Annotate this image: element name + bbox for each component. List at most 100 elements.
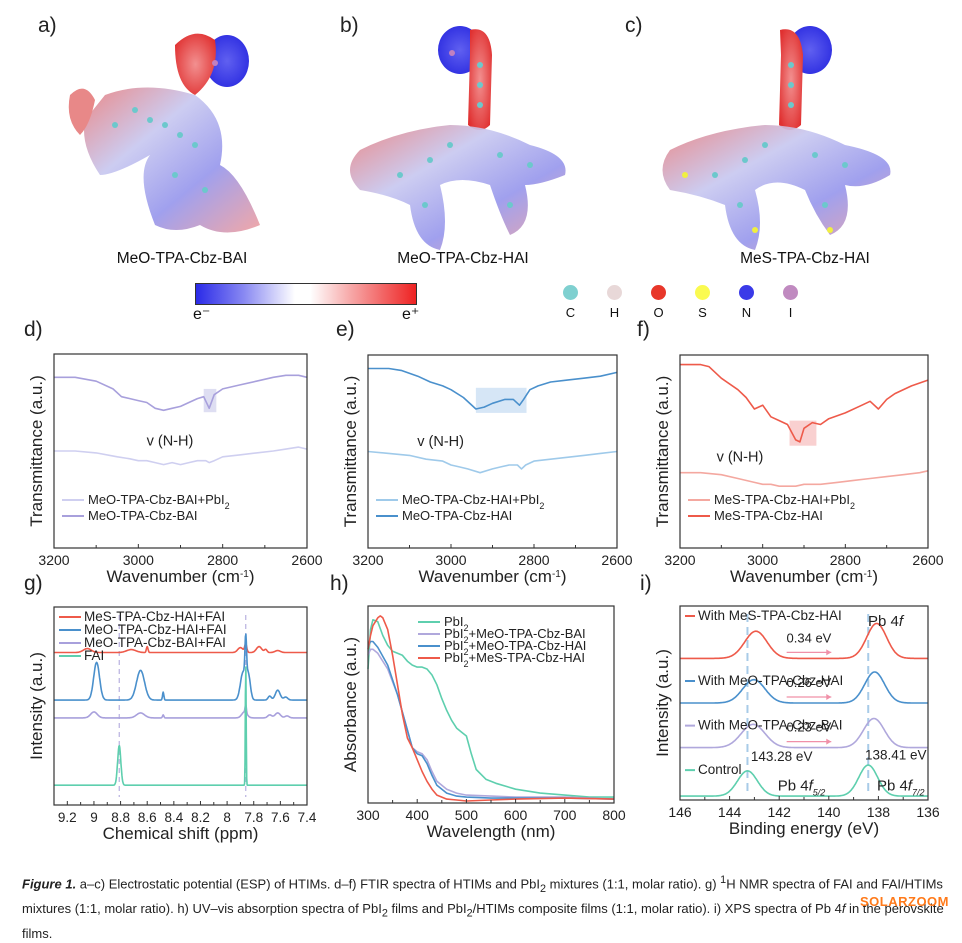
- series-line-h-2: [367, 640, 615, 800]
- shift-arrowhead: [826, 738, 832, 745]
- peak-label: Pb 4f7/2: [877, 777, 925, 797]
- x-tick-label: 9.2: [58, 810, 77, 825]
- molecule-name-a: MeO-TPA-Cbz-BAI: [116, 250, 248, 267]
- x-tick-label: 2600: [912, 552, 943, 568]
- legend-entry: MeO-TPA-Cbz-BAI+FAI: [84, 635, 226, 650]
- x-tick-label: 8.6: [138, 810, 157, 825]
- x-tick-label: 400: [406, 807, 430, 823]
- x-tick-label: 8.4: [164, 810, 183, 825]
- series-line-g-3: [53, 666, 308, 786]
- watermark: SOLARZOOM: [860, 894, 949, 909]
- x-tick-label: 2800: [207, 552, 238, 568]
- caption-text: a–c) Electrostatic potential (ESP) of HT…: [76, 876, 541, 892]
- panel-label-f: f): [637, 318, 650, 341]
- peak-annotation: v (N-H): [717, 450, 764, 466]
- chart-e: e) 3200 3000 2800 2600 Wavenumber (cm-1) Trans…: [336, 318, 633, 586]
- y-axis-label: Intensity (a.u.): [653, 649, 672, 757]
- caption-text: H NMR spectra of FAI and FAI/HTIMs mixtu…: [22, 876, 943, 916]
- x-axis-label: Wavenumber (cm-1): [730, 567, 878, 586]
- legend-entry: MeO-TPA-Cbz-BAI+PbI2: [88, 492, 230, 511]
- y-axis-label: Absorbance (a.u.): [341, 637, 360, 772]
- x-tick-label: 3000: [747, 552, 778, 568]
- x-tick-label: 7.6: [271, 810, 290, 825]
- x-tick-label: 300: [356, 807, 380, 823]
- legend-entry: With MeS-TPA-Cbz-HAI: [698, 608, 842, 623]
- x-tick-label: 7.4: [298, 810, 317, 825]
- y-axis-label: Transmittance (a.u.): [653, 376, 672, 527]
- chart-f: f) 3200 3000 2800 2600 Wavenumber (cm-1) Trans…: [637, 318, 944, 586]
- molecule-name-c: MeS-TPA-Cbz-HAI: [740, 250, 870, 267]
- element-label-h: H: [609, 305, 620, 320]
- series-line-i-0: [679, 622, 929, 660]
- x-tick-label: 144: [718, 804, 742, 820]
- x-tick-label: 140: [817, 804, 841, 820]
- chart-h: h) 300 400 500 600 700 800 Wavelength (nm) Absor…: [330, 572, 626, 841]
- y-axis-label: Transmittance (a.u.): [27, 375, 46, 526]
- x-tick-label: 136: [916, 804, 940, 820]
- caption-subscript: 2: [540, 882, 547, 895]
- x-tick-label: 146: [668, 804, 692, 820]
- series-line-d-0: [54, 446, 308, 466]
- legend-entry: With MeO-TPA-Cbz-BAI: [698, 718, 843, 733]
- x-tick-label: 7.8: [244, 810, 263, 825]
- x-tick-label: 3000: [123, 552, 154, 568]
- legend-entry: MeO-TPA-Cbz-BAI: [88, 508, 198, 523]
- shift-label: 0.23 eV: [787, 720, 832, 735]
- x-tick-label: 8.2: [191, 810, 210, 825]
- esp-molecule-image-c: [662, 26, 891, 250]
- x-axis-label: Chemical shift (ppm): [103, 824, 259, 843]
- y-axis-label: Intensity (a.u.): [27, 652, 46, 760]
- shift-arrowhead: [826, 649, 832, 656]
- plot-frame: [53, 606, 308, 806]
- series-line-f-0: [680, 470, 929, 487]
- x-tick-label: 2800: [518, 552, 549, 568]
- esp-molecule-image-a: [68, 33, 260, 233]
- series-line-e-0: [367, 450, 618, 474]
- series-line-i-1: [679, 671, 929, 704]
- x-axis-label: Binding energy (eV): [729, 819, 879, 838]
- legend-entry: MeS-TPA-Cbz-HAI: [714, 508, 823, 523]
- element-dot-o: [651, 285, 666, 300]
- series-line-g-0: [53, 643, 308, 654]
- element-label-c: C: [565, 305, 576, 320]
- legend-entry: PbI2+MeO-TPA-Cbz-HAI: [444, 638, 586, 657]
- x-tick-label: 800: [602, 807, 626, 823]
- series-line-i-3: [679, 764, 929, 797]
- binding-energy-label: 138.41 eV: [865, 747, 927, 762]
- legend-entry: With MeO-TPA-Cbz-HAI: [698, 673, 843, 688]
- x-tick-label: 8: [223, 810, 231, 825]
- caption-text: mixtures (1:1, molar ratio). g): [546, 876, 721, 892]
- series-line-h-1: [367, 648, 615, 800]
- highlight-region: [203, 388, 217, 413]
- series-line-i-2: [679, 717, 929, 749]
- element-dot-c: [563, 285, 578, 300]
- series-line-e-1: [368, 367, 618, 410]
- y-axis-label: Transmittance (a.u.): [341, 376, 360, 527]
- x-tick-label: 9: [90, 810, 98, 825]
- panel-label-h: h): [330, 572, 349, 595]
- caption-superscript: 1: [720, 874, 727, 886]
- peak-annotation: v (N-H): [417, 434, 464, 450]
- chart-i: i) 146 144 142 140 138 136 Binding energy (eV) I…: [640, 572, 940, 838]
- panel-label-b: b): [340, 14, 359, 37]
- x-tick-label: 500: [455, 807, 479, 823]
- legend-entry: MeO-TPA-Cbz-HAI+PbI2: [402, 492, 544, 511]
- element-label-s: S: [698, 305, 707, 320]
- legend-entry: Control: [698, 762, 742, 777]
- esp-colorbar: [195, 283, 417, 305]
- binding-energy-label: 143.28 eV: [751, 749, 813, 764]
- shift-label: 0.26 eV: [787, 675, 832, 690]
- esp-molecule-image-b: [350, 26, 566, 250]
- x-tick-label: 3200: [38, 552, 69, 568]
- element-dot-s: [695, 285, 710, 300]
- panel-label-d: d): [24, 318, 43, 341]
- legend-entry: PbI2+MeO-TPA-Cbz-BAI: [444, 626, 586, 645]
- legend-entry: PbI2+MeS-TPA-Cbz-HAI: [444, 650, 585, 669]
- panel-label-i: i): [640, 572, 652, 595]
- x-axis-label: Wavelength (nm): [427, 822, 556, 841]
- legend-entry: MeS-TPA-Cbz-HAI+PbI2: [714, 492, 855, 511]
- panel-label-a: a): [38, 14, 57, 37]
- series-line-h-0: [367, 619, 614, 798]
- peak-label: Pb 4f5/2: [778, 777, 826, 797]
- x-tick-label: 3200: [352, 552, 383, 568]
